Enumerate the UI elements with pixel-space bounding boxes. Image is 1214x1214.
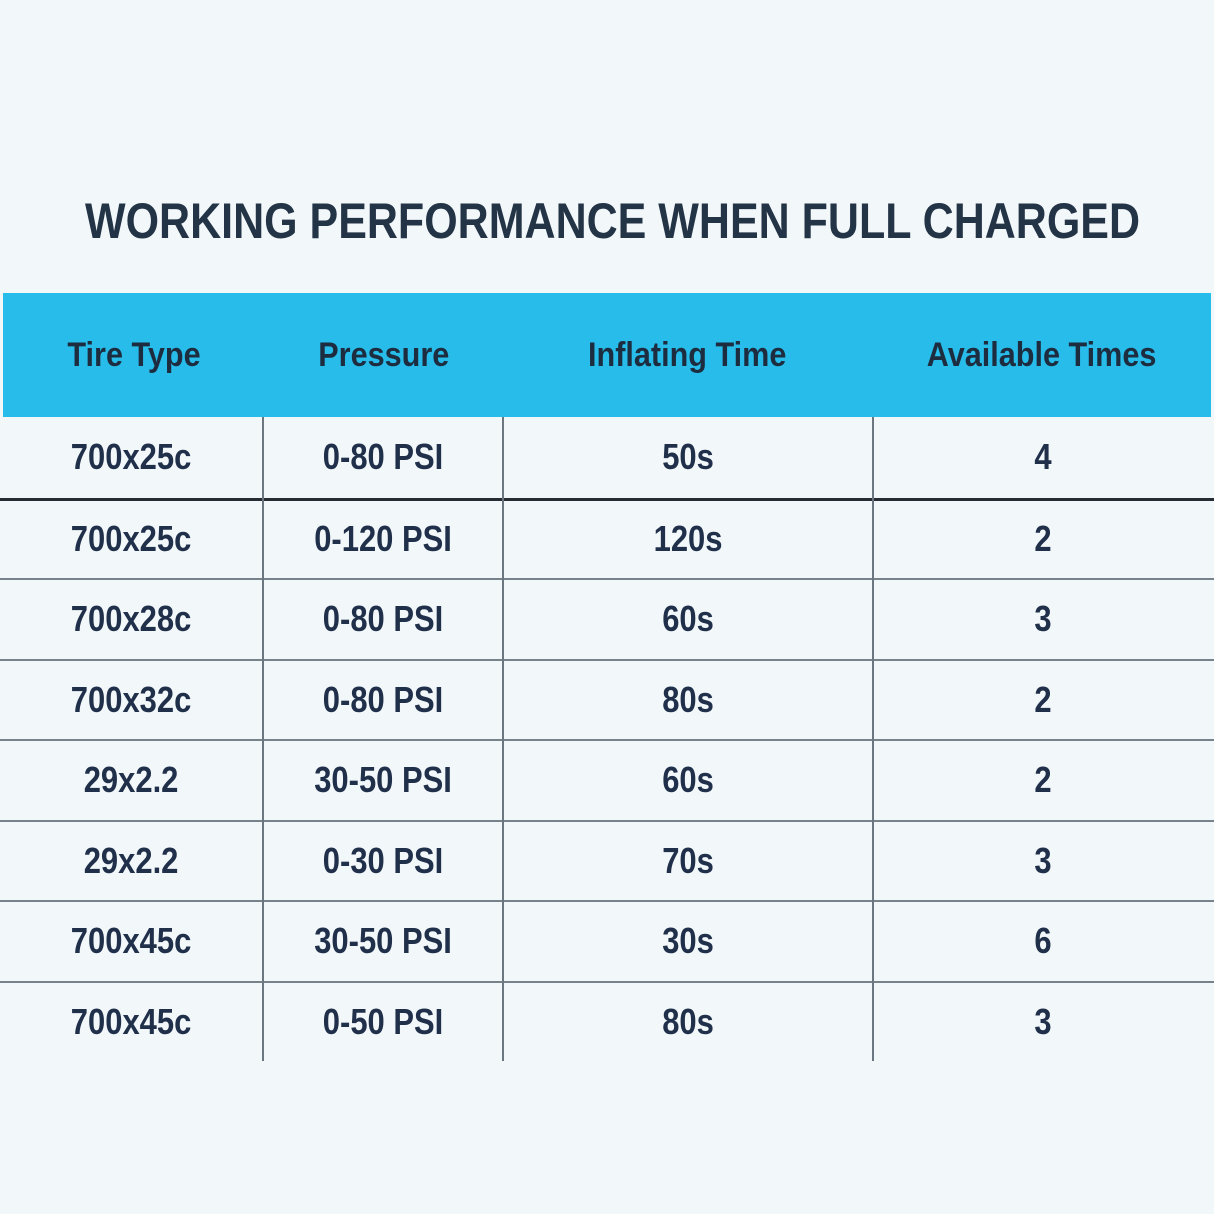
cell-value: 2 [1034, 759, 1053, 801]
column-header-label: Inflating Time [588, 335, 787, 374]
cell-inflating-time: 70s [503, 822, 873, 901]
table-body: 700x25c 0-80 PSI 50s 4 700x25c 0-120 PSI… [0, 417, 1214, 1061]
cell-tire-type: 700x45c [0, 902, 263, 981]
cell-value: 700x45c [71, 920, 192, 962]
cell-tire-type: 700x45c [0, 983, 263, 1062]
table-row: 700x32c 0-80 PSI 80s 2 [0, 658, 1214, 740]
cell-value: 700x25c [71, 518, 192, 560]
cell-pressure: 30-50 PSI [263, 741, 503, 820]
table-row: 29x2.2 30-50 PSI 60s 2 [0, 739, 1214, 820]
cell-inflating-time: 80s [503, 661, 873, 740]
cell-inflating-time: 50s [503, 417, 873, 498]
table-header-row: Tire Type Pressure Inflating Time Availa… [3, 293, 1211, 417]
table-row: 700x25c 0-120 PSI 120s 2 [0, 497, 1214, 579]
cell-value: 2 [1034, 518, 1053, 560]
cell-value: 70s [662, 839, 714, 881]
table-row: 700x25c 0-80 PSI 50s 4 [0, 417, 1214, 498]
cell-value: 80s [662, 1000, 714, 1042]
table-row: 29x2.2 0-30 PSI 70s 3 [0, 819, 1214, 901]
cell-value: 700x32c [71, 678, 192, 720]
column-header-label: Pressure [318, 335, 450, 374]
cell-value: 29x2.2 [84, 759, 179, 801]
cell-value: 0-80 PSI [322, 436, 444, 478]
cell-pressure: 0-80 PSI [263, 417, 503, 498]
column-header-inflating-time: Inflating Time [504, 293, 872, 417]
cell-available-times: 6 [873, 902, 1214, 981]
column-divider [502, 417, 504, 1061]
cell-value: 29x2.2 [84, 839, 179, 881]
cell-available-times: 2 [873, 741, 1214, 820]
cell-tire-type: 700x32c [0, 661, 263, 740]
cell-value: 2 [1034, 678, 1053, 720]
cell-tire-type: 700x25c [0, 417, 263, 498]
cell-value: 0-30 PSI [322, 839, 444, 881]
column-divider [262, 417, 264, 1061]
cell-value: 120s [653, 518, 723, 560]
table-row: 700x45c 30-50 PSI 30s 6 [0, 900, 1214, 981]
cell-available-times: 3 [873, 983, 1214, 1062]
cell-tire-type: 29x2.2 [0, 741, 263, 820]
cell-tire-type: 700x25c [0, 501, 263, 579]
cell-value: 60s [662, 598, 714, 640]
cell-available-times: 2 [873, 501, 1214, 579]
cell-value: 4 [1034, 436, 1053, 478]
table-row: 700x28c 0-80 PSI 60s 3 [0, 578, 1214, 659]
cell-value: 700x25c [71, 436, 192, 478]
cell-pressure: 0-120 PSI [263, 501, 503, 579]
cell-pressure: 0-80 PSI [263, 661, 503, 740]
cell-value: 3 [1034, 839, 1053, 881]
cell-inflating-time: 120s [503, 501, 873, 579]
cell-value: 30s [662, 920, 714, 962]
cell-value: 6 [1034, 920, 1053, 962]
cell-pressure: 0-30 PSI [263, 822, 503, 901]
cell-tire-type: 29x2.2 [0, 822, 263, 901]
cell-pressure: 0-50 PSI [263, 983, 503, 1062]
cell-value: 30-50 PSI [314, 759, 452, 801]
cell-tire-type: 700x28c [0, 580, 263, 659]
cell-value: 700x45c [71, 1000, 192, 1042]
cell-value: 0-50 PSI [322, 1000, 444, 1042]
table-row: 700x45c 0-50 PSI 80s 3 [0, 980, 1214, 1062]
cell-available-times: 3 [873, 580, 1214, 659]
cell-pressure: 30-50 PSI [263, 902, 503, 981]
cell-inflating-time: 60s [503, 580, 873, 659]
cell-pressure: 0-80 PSI [263, 580, 503, 659]
cell-inflating-time: 30s [503, 902, 873, 981]
column-header-pressure: Pressure [265, 293, 504, 417]
cell-value: 30-50 PSI [314, 920, 452, 962]
cell-value: 60s [662, 759, 714, 801]
column-header-label: Available Times [926, 335, 1157, 374]
cell-value: 0-120 PSI [314, 518, 452, 560]
cell-available-times: 3 [873, 822, 1214, 901]
cell-inflating-time: 60s [503, 741, 873, 820]
cell-value: 3 [1034, 598, 1053, 640]
column-header-tire-type: Tire Type [3, 293, 265, 417]
cell-value: 80s [662, 678, 714, 720]
column-divider [872, 417, 874, 1061]
page-title: WORKING PERFORMANCE WHEN FULL CHARGED [84, 193, 1141, 249]
cell-available-times: 4 [873, 417, 1214, 498]
cell-value: 0-80 PSI [322, 598, 444, 640]
cell-value: 3 [1034, 1000, 1053, 1042]
cell-value: 50s [662, 436, 714, 478]
cell-value: 0-80 PSI [322, 678, 444, 720]
column-header-label: Tire Type [67, 335, 201, 374]
cell-inflating-time: 80s [503, 983, 873, 1062]
cell-value: 700x28c [71, 598, 192, 640]
column-header-available-times: Available Times [872, 293, 1211, 417]
cell-available-times: 2 [873, 661, 1214, 740]
